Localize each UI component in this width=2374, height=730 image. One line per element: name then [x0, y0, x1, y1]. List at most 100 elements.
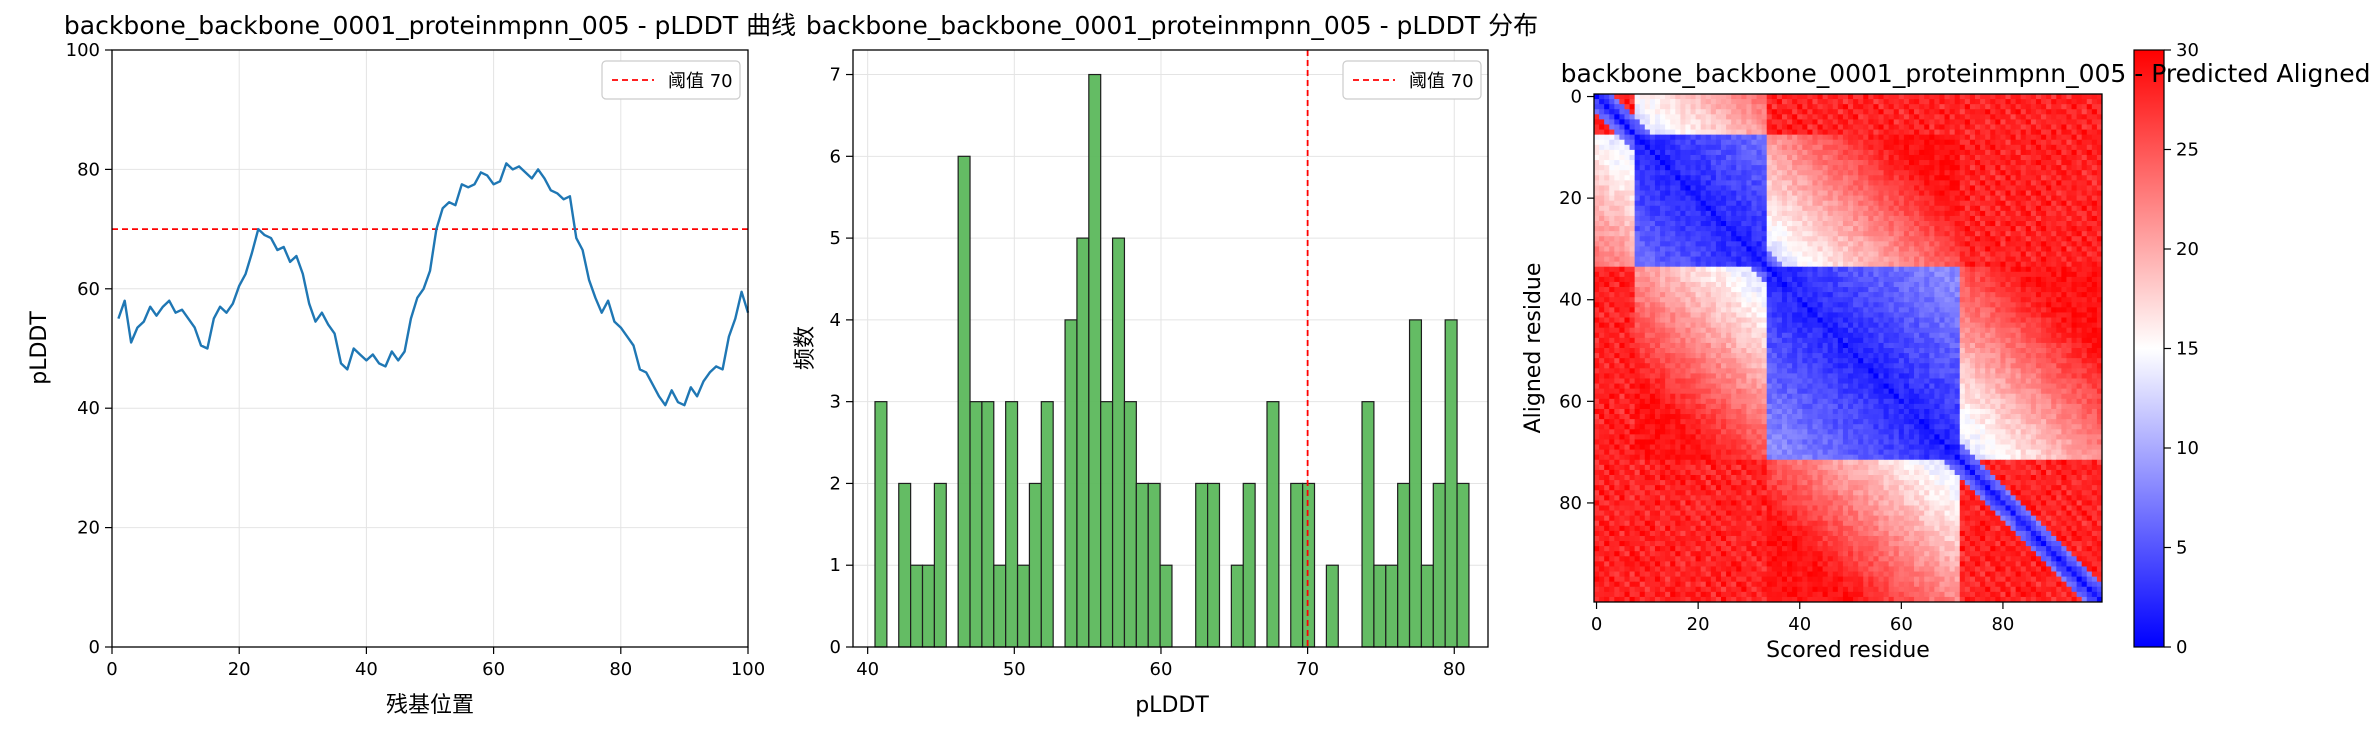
pae-cell: [1599, 185, 1605, 191]
pae-cell: [1975, 317, 1981, 323]
pae-cell: [1959, 144, 1966, 151]
pae-cell: [1726, 281, 1732, 288]
pae-cell: [1832, 185, 1839, 191]
pae-cell: [1715, 119, 1722, 125]
pae-cell: [1903, 297, 1910, 303]
pae-cell: [1837, 185, 1844, 191]
pae-cell: [2030, 221, 2037, 227]
pae-cell: [2025, 114, 2032, 120]
pae-cell: [2010, 185, 2017, 191]
pae-cell: [2015, 271, 2022, 278]
pae-cell: [1787, 129, 1793, 136]
pae-cell: [1807, 144, 1813, 151]
pae-cell: [1624, 109, 1630, 115]
pae-cell: [1827, 129, 1834, 136]
pae-cell: [1792, 185, 1798, 191]
pae-cell: [1842, 109, 1849, 115]
p1-plddt-line: [117, 162, 750, 407]
pae-cell: [2071, 160, 2077, 166]
pae-cell: [1690, 144, 1696, 151]
pae-cell: [1908, 226, 1915, 232]
pae-cell: [1639, 281, 1646, 288]
pae-cell: [1944, 190, 1950, 196]
pae-cell: [1883, 271, 1890, 278]
pae-cell: [1756, 281, 1763, 288]
pae-cell: [1756, 165, 1763, 171]
pae-cell: [2056, 312, 2062, 318]
pae-cell: [1975, 246, 1981, 252]
pae-cell: [1944, 276, 1950, 283]
p2-y-tick-label: 0: [830, 637, 841, 658]
pae-cell: [2020, 256, 2027, 263]
pae-cell: [1964, 292, 1971, 298]
pae-cell: [1649, 312, 1656, 318]
pae-cell: [1812, 251, 1818, 257]
pae-cell: [1741, 317, 1747, 323]
pae-cell: [1792, 281, 1798, 288]
pae-cell: [1949, 261, 1956, 268]
pae-cell: [1761, 139, 1768, 146]
pae-cell: [1792, 312, 1798, 318]
pae-cell: [1665, 175, 1671, 181]
pae-cell: [1822, 124, 1829, 130]
pae-cell: [1797, 190, 1803, 196]
pae-cell: [2096, 215, 2103, 222]
pae-cell: [1644, 104, 1651, 110]
pae-cell: [2056, 104, 2062, 110]
pae-cell: [1680, 256, 1686, 263]
pae-cell: [1863, 144, 1869, 151]
pae-cell: [1964, 160, 1971, 166]
p2-hist-bar: [1016, 564, 1031, 648]
pae-cell: [1624, 327, 1630, 334]
pae-cell: [1863, 175, 1869, 181]
pae-cell: [1614, 99, 1620, 105]
pae-cell: [1675, 307, 1681, 313]
pae-cell: [1609, 271, 1615, 278]
pae-cell: [1868, 266, 1874, 273]
pae-cell: [1995, 231, 2001, 237]
pae-cell: [1619, 251, 1625, 257]
pae-cell: [1756, 292, 1763, 298]
pae-cell: [2091, 124, 2098, 130]
pae-cell: [1599, 337, 1605, 344]
pae-cell: [1827, 124, 1834, 130]
pae-cell: [1842, 104, 1849, 110]
pae-cell: [1954, 134, 1961, 141]
pae-cell: [1731, 221, 1737, 227]
pae-cell: [1863, 99, 1869, 105]
pae-cell: [2030, 165, 2037, 171]
pae-cell: [1594, 205, 1600, 212]
pae-cell: [1634, 185, 1641, 191]
pae-cell: [1609, 175, 1615, 181]
pae-cell: [1985, 276, 1991, 283]
pae-cell: [1746, 231, 1752, 237]
pae-cell: [1944, 327, 1950, 334]
pae-cell: [1827, 281, 1834, 288]
pae-cell: [1751, 276, 1757, 283]
pae-cell: [1919, 109, 1925, 115]
pae-cell: [1888, 109, 1895, 115]
pae-cell: [1715, 231, 1722, 237]
pae-cell: [1944, 114, 1950, 120]
pae-cell: [1609, 195, 1615, 202]
pae-cell: [1985, 109, 1991, 115]
pae-cell: [1980, 175, 1986, 181]
pae-cell: [1787, 302, 1793, 308]
pae-cell: [1848, 205, 1854, 212]
pae-cell: [2025, 312, 2032, 318]
p2-x-tick-label: 70: [1296, 659, 1319, 680]
pae-cell: [2071, 312, 2077, 318]
pae-cell: [1746, 266, 1752, 273]
pae-cell: [1807, 241, 1813, 247]
pae-cell: [2015, 241, 2022, 247]
pae-cell: [1883, 251, 1890, 257]
pae-cell: [1888, 302, 1895, 308]
pae-cell: [1873, 327, 1879, 334]
pae-cell: [1660, 149, 1666, 156]
pae-cell: [1685, 210, 1691, 217]
pae-cell: [1599, 154, 1605, 161]
pae-cell: [1858, 99, 1864, 105]
pae-cell: [1848, 322, 1854, 329]
pae-cell: [1919, 292, 1925, 298]
